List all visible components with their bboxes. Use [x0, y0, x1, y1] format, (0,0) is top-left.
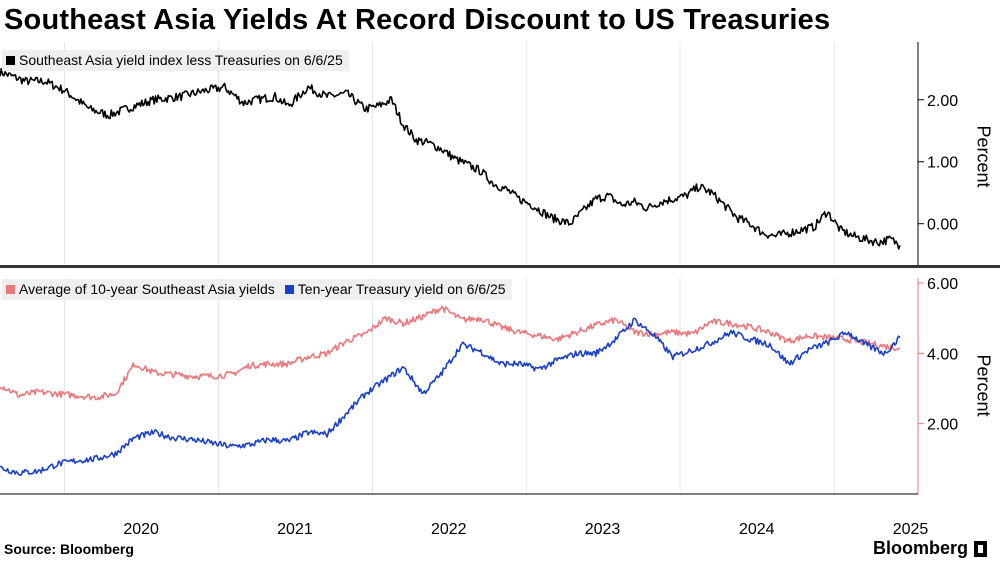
top-y-axis-title: Percent: [973, 125, 994, 188]
y-tick-label: 4.00: [927, 346, 958, 363]
y-tick-label: 1.00: [927, 155, 958, 172]
legend-label-sea-yields: Average of 10-year Southeast Asia yields: [19, 281, 275, 297]
x-tick-label: 2022: [431, 521, 467, 538]
legend-item-treasury: Ten-year Treasury yield on 6/6/25: [284, 281, 506, 297]
source-note: Source: Bloomberg: [4, 541, 134, 557]
x-tick-label: 2023: [585, 521, 621, 538]
series-line-1: [0, 317, 901, 477]
y-tick-label: 6.00: [927, 276, 958, 293]
series-line-0: [0, 67, 901, 250]
brand-text: Bloomberg: [873, 538, 969, 558]
bottom-legend: Average of 10-year Southeast Asia yields…: [2, 279, 512, 300]
legend-label-treasury: Ten-year Treasury yield on 6/6/25: [297, 281, 506, 297]
series-line-0: [0, 305, 901, 401]
legend-swatch-sea-yields: [6, 284, 15, 294]
x-tick-label: 2024: [739, 521, 775, 538]
x-tick-label: 2021: [277, 521, 313, 538]
brand-mark-icon: [974, 540, 988, 557]
y-tick-label: 2.00: [927, 93, 958, 110]
legend-swatch-spread: [6, 55, 15, 65]
legend-label-spread: Southeast Asia yield index less Treasuri…: [19, 52, 343, 68]
year-divider-lines: [63, 42, 835, 494]
top-series-group: [0, 67, 901, 250]
x-ticks: 2020 2021 2022 2023 2024 2025: [123, 521, 928, 538]
chart-title: Southeast Asia Yields At Record Discount…: [4, 4, 831, 36]
legend-swatch-treasury: [284, 284, 294, 294]
top-legend: Southeast Asia yield index less Treasuri…: [2, 50, 349, 71]
brand-logo: Bloomberg: [873, 538, 988, 559]
top-y-ticks: 2.00 1.00 0.00: [918, 93, 958, 234]
bottom-series-group: [0, 305, 901, 477]
panel-separator: [0, 265, 1000, 268]
bottom-y-ticks: 6.00 4.00 2.00: [918, 276, 958, 434]
y-tick-label: 2.00: [927, 417, 958, 434]
x-tick-label: 2025: [893, 521, 929, 538]
y-tick-label: 0.00: [927, 217, 958, 234]
bottom-y-axis-title: Percent: [973, 354, 994, 417]
x-tick-label: 2020: [123, 521, 159, 538]
legend-item-spread: Southeast Asia yield index less Treasuri…: [6, 52, 343, 68]
legend-item-sea-yields: Average of 10-year Southeast Asia yields: [6, 281, 275, 297]
